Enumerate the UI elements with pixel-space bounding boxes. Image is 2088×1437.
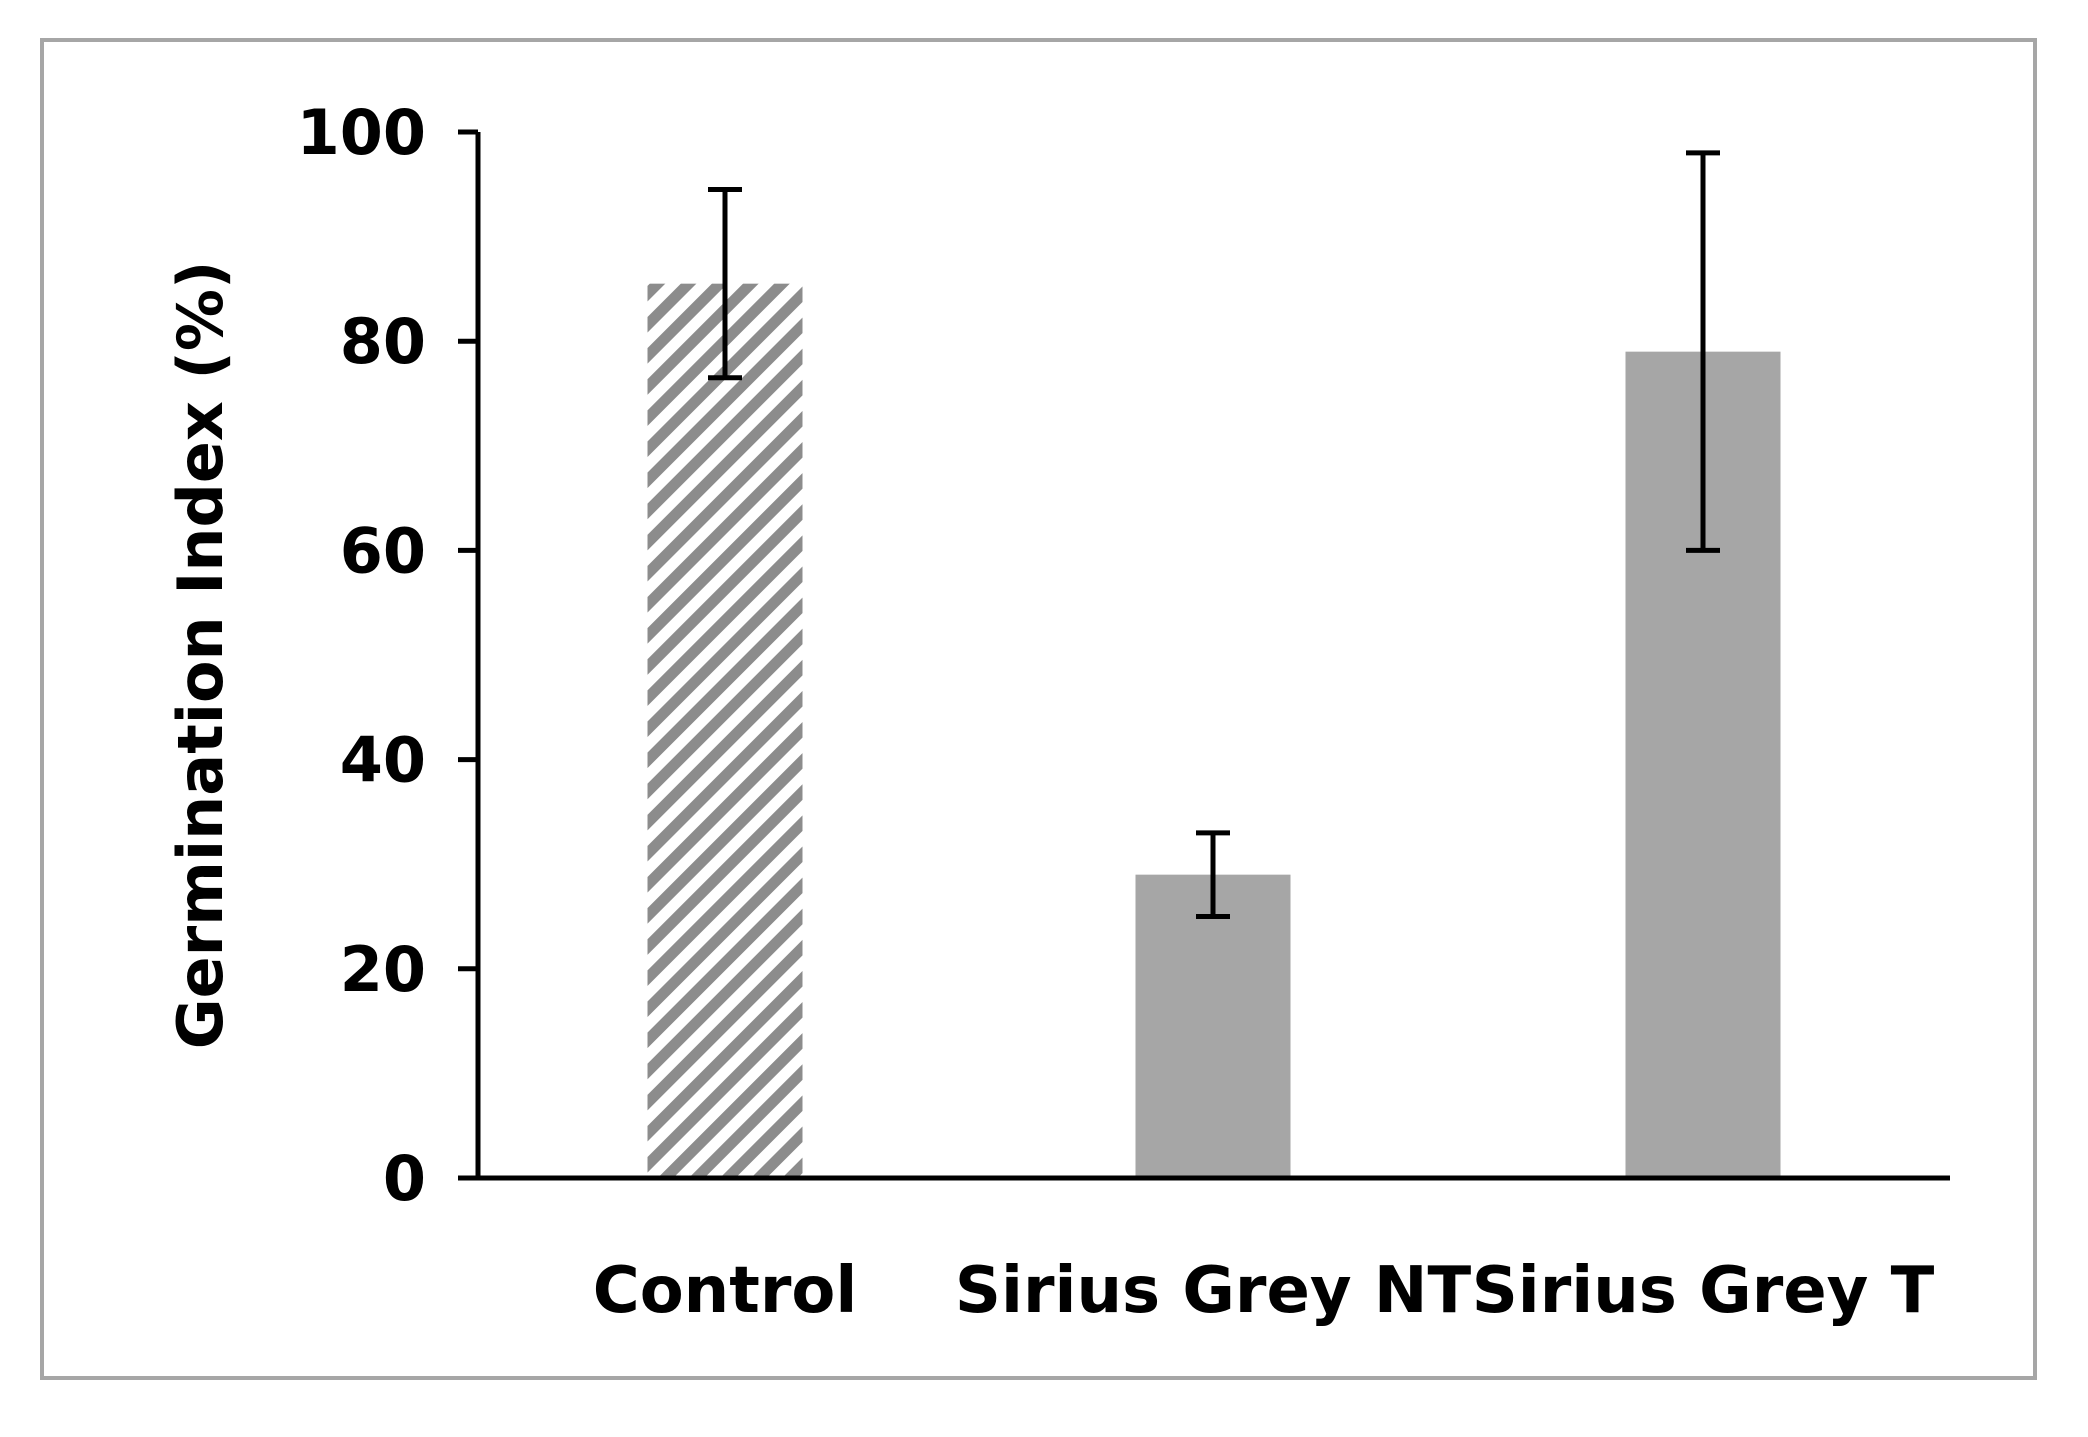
- axes-layer: [458, 132, 1950, 1181]
- error-bar: [1686, 150, 1720, 553]
- x-category-labels: Control Sirius Grey NT Sirius Grey T: [593, 1254, 1935, 1328]
- y-tick-label: 80: [340, 305, 426, 378]
- x-category-label: Sirius Grey NT: [955, 1254, 1472, 1328]
- x-category-label: Sirius Grey T: [1472, 1254, 1935, 1328]
- y-tick-label: 100: [297, 96, 426, 169]
- bars-layer: [647, 283, 1781, 1178]
- y-ticks: 0 20 40 60 80 100: [297, 96, 478, 1215]
- y-tick-label: 40: [340, 724, 426, 797]
- bar-control: [647, 283, 803, 1178]
- y-tick-label: 0: [383, 1142, 426, 1215]
- chart-frame: [40, 38, 2037, 1380]
- error-bar: [1196, 830, 1230, 919]
- y-axis-title: Germination Index (%): [164, 261, 237, 1050]
- error-bar: [708, 187, 742, 381]
- bar-sirius-grey-nt: [1135, 874, 1291, 1178]
- x-category-label: Control: [593, 1254, 858, 1328]
- error-bars-layer: [708, 150, 1720, 919]
- y-tick-label: 20: [340, 933, 426, 1006]
- y-tick-label: 60: [340, 514, 426, 587]
